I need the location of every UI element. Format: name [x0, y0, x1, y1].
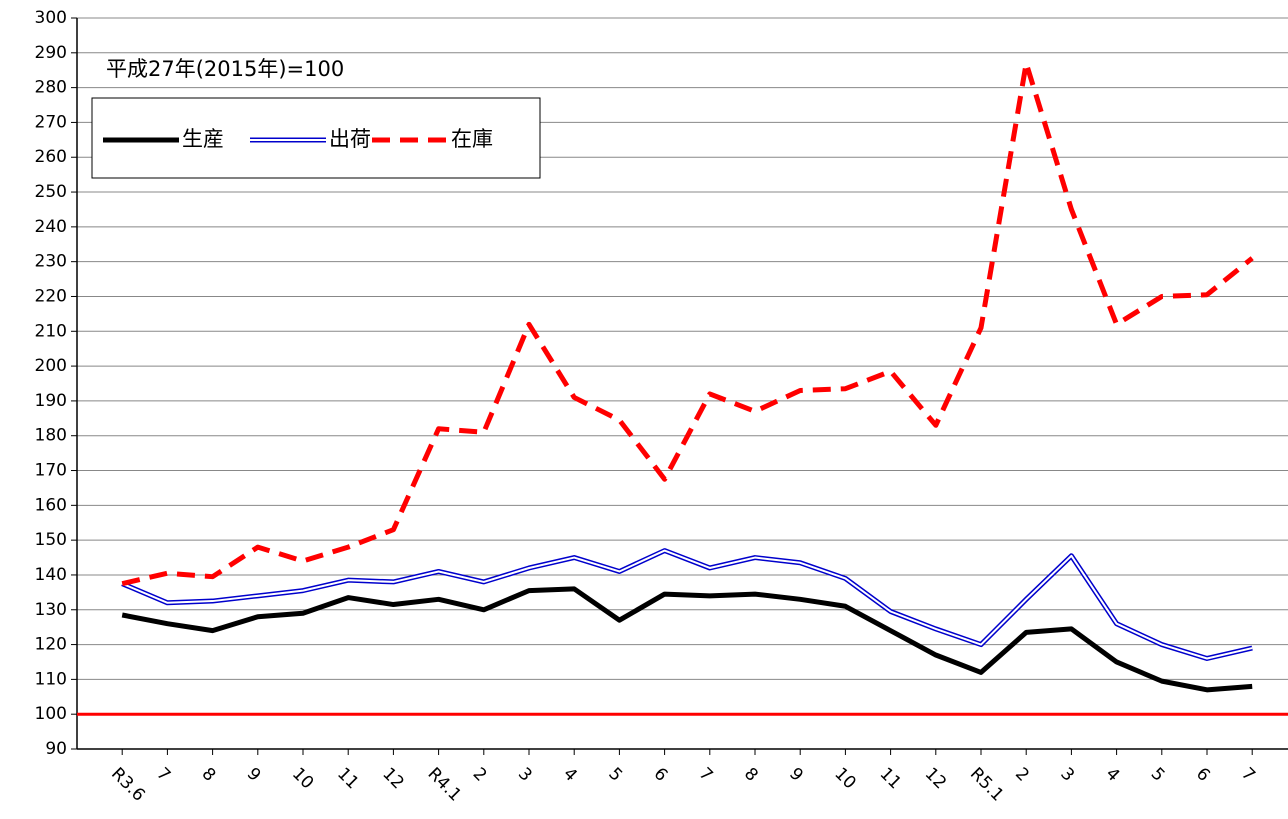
x-tick-label: 11	[333, 764, 362, 793]
y-tick-label: 90	[45, 739, 67, 759]
y-tick-label: 120	[35, 635, 67, 655]
y-tick-label: 170	[35, 461, 67, 481]
y-tick-label: 140	[35, 565, 67, 585]
x-tick-label: 11	[876, 764, 905, 793]
x-tick-label: 6	[650, 764, 672, 786]
y-tick-label: 160	[35, 495, 67, 515]
x-tick-label: 7	[152, 764, 174, 786]
x-tick-label: 9	[243, 764, 265, 786]
x-tick-label: 5	[1147, 764, 1169, 786]
x-tick-label: R5.1	[966, 764, 1008, 806]
y-tick-label: 280	[35, 78, 67, 98]
legend-label: 生産	[182, 127, 224, 151]
y-tick-label: 130	[35, 600, 67, 620]
x-tick-label: 8	[198, 764, 220, 786]
line-inner	[121, 549, 1253, 660]
x-tick-label: 2	[1011, 764, 1033, 786]
x-tick-label: 3	[1056, 764, 1078, 786]
y-tick-label: 270	[35, 112, 67, 132]
y-tick-label: 230	[35, 252, 67, 272]
y-tick-label: 290	[35, 43, 67, 63]
x-tick-label: 6	[1192, 764, 1214, 786]
y-tick-label: 100	[35, 704, 67, 724]
y-tick-label: 250	[35, 182, 67, 202]
y-tick-label: 110	[35, 669, 67, 689]
x-tick-label: 10	[288, 764, 317, 793]
line	[121, 548, 1253, 661]
y-tick-label: 300	[35, 8, 67, 28]
x-tick-label: 4	[559, 764, 581, 786]
x-tick-label: 12	[378, 764, 407, 793]
x-tick-label: 9	[785, 764, 807, 786]
y-tick-label: 200	[35, 356, 67, 376]
line	[121, 60, 1254, 587]
x-tick-label: 12	[921, 764, 950, 793]
x-tick-label: R3.6	[107, 764, 149, 806]
y-tick-label: 260	[35, 147, 67, 167]
y-tick-label: 220	[35, 286, 67, 306]
x-tick-label: 2	[469, 764, 491, 786]
legend-label: 出荷	[329, 127, 371, 151]
x-tick-label: 7	[695, 764, 717, 786]
x-tick-label: 10	[830, 764, 859, 793]
x-tick-label: 4	[1102, 764, 1124, 786]
y-tick-label: 190	[35, 391, 67, 411]
x-tick-label: R4.1	[424, 764, 466, 806]
y-tick-label: 180	[35, 426, 67, 446]
x-tick-label: 3	[514, 764, 536, 786]
line	[121, 586, 1253, 693]
x-tick-label: 5	[604, 764, 626, 786]
legend-label: 在庫	[451, 127, 493, 151]
annotation: 平成27年(2015年)=100	[106, 57, 344, 81]
y-tick-label: 210	[35, 321, 67, 341]
y-tick-label: 150	[35, 530, 67, 550]
x-tick-label: 7	[1237, 764, 1259, 786]
y-tick-label: 240	[35, 217, 67, 237]
x-tick-label: 8	[740, 764, 762, 786]
